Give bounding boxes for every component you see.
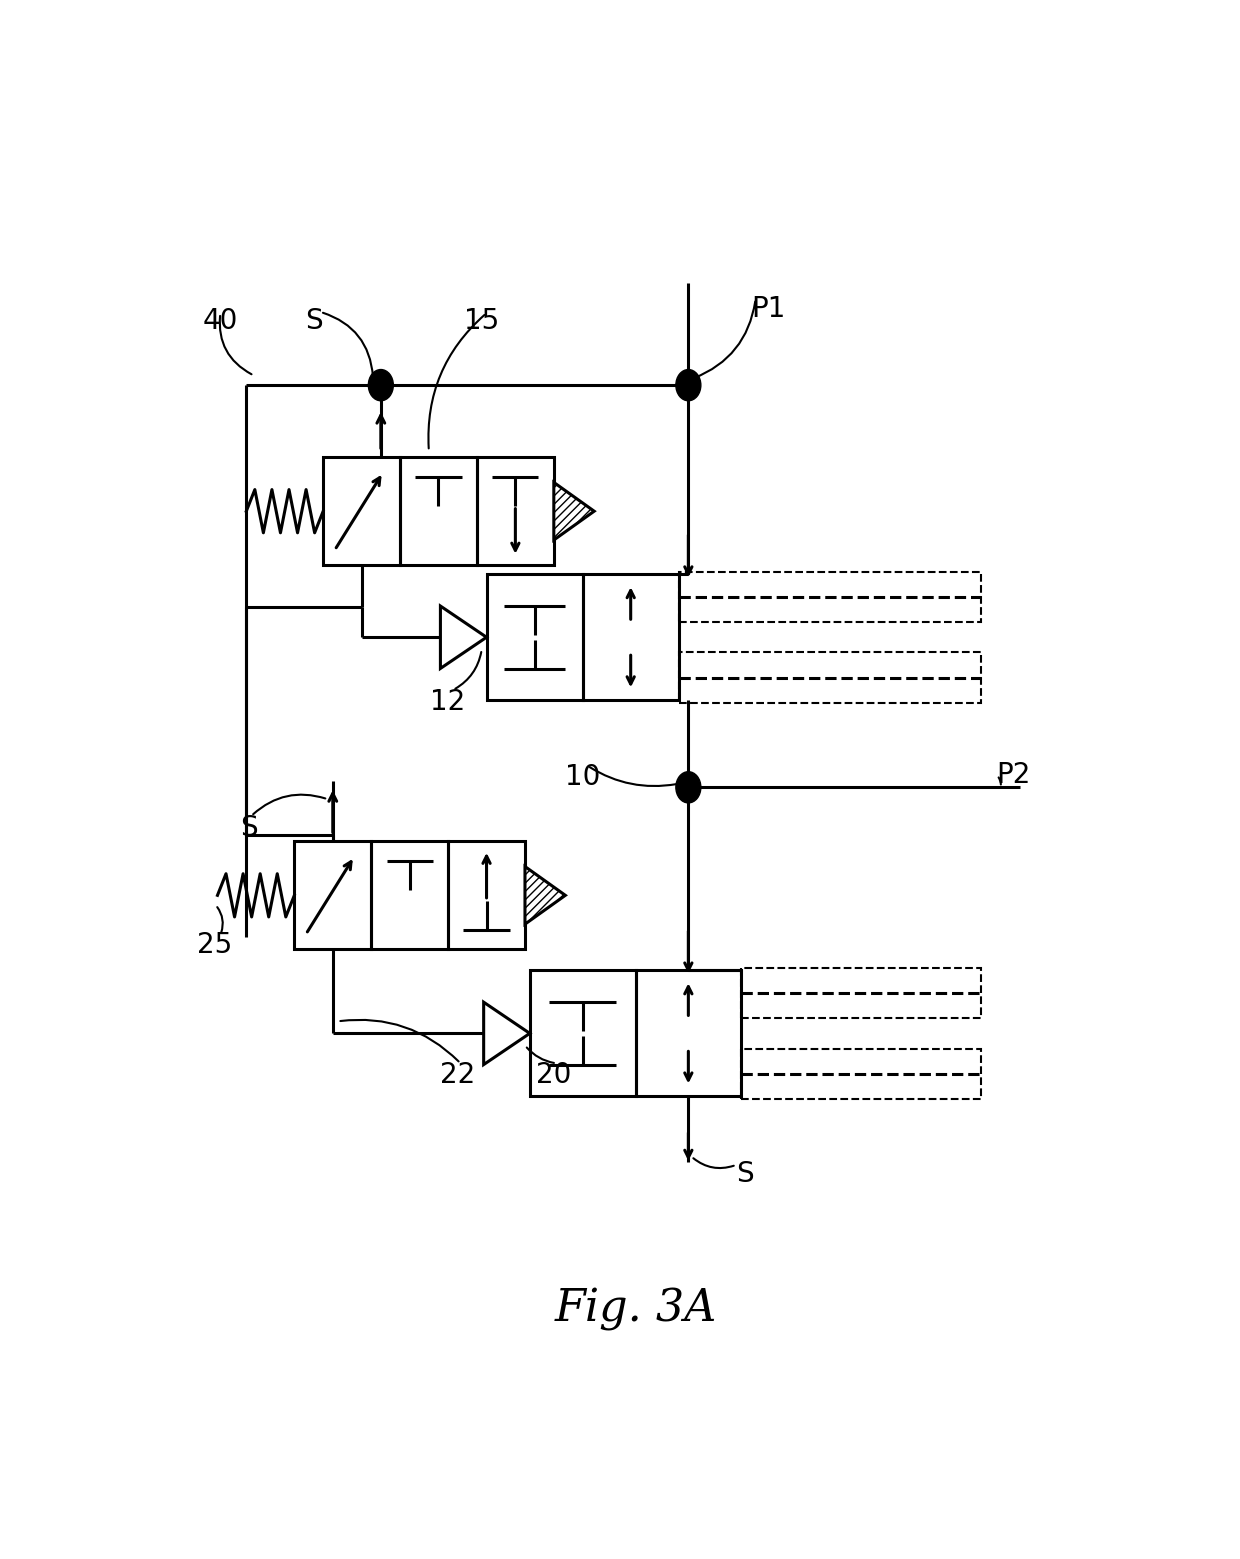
Bar bbox=[583, 574, 678, 700]
Bar bbox=[678, 652, 982, 703]
Polygon shape bbox=[525, 867, 565, 924]
Bar bbox=[742, 968, 982, 1018]
Bar bbox=[294, 842, 371, 949]
Bar bbox=[371, 842, 448, 949]
Circle shape bbox=[676, 369, 701, 401]
Bar bbox=[486, 574, 583, 700]
Text: S: S bbox=[737, 1160, 754, 1188]
Bar bbox=[324, 457, 401, 566]
Text: 22: 22 bbox=[440, 1062, 475, 1090]
Bar bbox=[401, 457, 477, 566]
Text: 25: 25 bbox=[197, 931, 232, 959]
Circle shape bbox=[676, 772, 701, 803]
Text: 10: 10 bbox=[565, 764, 600, 792]
Text: S: S bbox=[305, 307, 322, 335]
Text: 40: 40 bbox=[203, 307, 238, 335]
Circle shape bbox=[368, 369, 393, 401]
Text: P1: P1 bbox=[751, 295, 785, 323]
Text: 20: 20 bbox=[536, 1062, 572, 1090]
Bar bbox=[529, 970, 635, 1096]
Polygon shape bbox=[554, 482, 594, 539]
Text: S: S bbox=[241, 814, 258, 842]
Bar bbox=[448, 842, 525, 949]
Text: Fig. 3A: Fig. 3A bbox=[554, 1288, 717, 1331]
Text: 15: 15 bbox=[464, 307, 500, 335]
Bar bbox=[742, 1049, 982, 1099]
Bar bbox=[635, 970, 742, 1096]
Bar bbox=[678, 572, 982, 622]
Text: 12: 12 bbox=[430, 688, 466, 716]
Text: P2: P2 bbox=[996, 761, 1030, 789]
Bar bbox=[477, 457, 554, 566]
